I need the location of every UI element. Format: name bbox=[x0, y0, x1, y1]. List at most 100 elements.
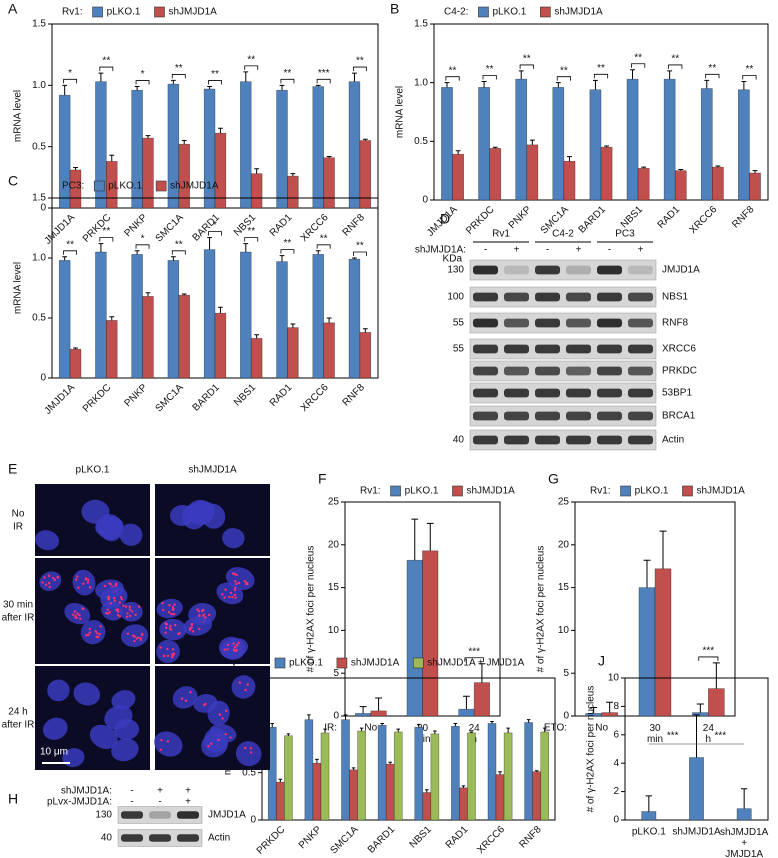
blot-band bbox=[535, 366, 560, 376]
significance-label: ** bbox=[211, 69, 219, 80]
error-bar bbox=[62, 84, 68, 96]
y-tick-label: 1.0 bbox=[32, 80, 46, 91]
significance-bracket bbox=[99, 66, 114, 72]
blot-band bbox=[177, 834, 199, 842]
error-bar bbox=[630, 69, 635, 80]
foci bbox=[161, 601, 164, 605]
error-bar bbox=[518, 70, 524, 80]
bar bbox=[526, 144, 539, 201]
foci bbox=[249, 751, 253, 754]
bar bbox=[355, 713, 372, 717]
y-tick-label: 1.5 bbox=[32, 19, 46, 30]
nucleus bbox=[222, 528, 245, 549]
foci bbox=[162, 654, 166, 658]
significance-label: ** bbox=[708, 63, 716, 74]
cell-line-label: Rv1 bbox=[492, 229, 510, 240]
foci bbox=[76, 612, 79, 615]
foci bbox=[126, 612, 129, 615]
lane-sign: + bbox=[638, 245, 644, 256]
legend-title: Rv1: bbox=[62, 7, 83, 18]
significance-label: ** bbox=[671, 54, 679, 65]
error-bar bbox=[411, 518, 419, 561]
foci bbox=[94, 630, 97, 633]
significance-label: * bbox=[141, 69, 145, 80]
x-tick-label: RAD1 bbox=[444, 824, 471, 851]
error-bar bbox=[359, 706, 367, 714]
blot-band bbox=[566, 292, 591, 302]
y-axis-label: mRNA level bbox=[13, 90, 24, 142]
error-bar bbox=[542, 727, 547, 732]
foci bbox=[210, 742, 213, 745]
error-bar bbox=[109, 316, 115, 321]
nucleus bbox=[47, 679, 70, 702]
blot-band bbox=[628, 411, 653, 421]
nucleus bbox=[119, 523, 143, 546]
foci bbox=[47, 574, 51, 578]
error-bar bbox=[323, 728, 327, 733]
error-bar bbox=[461, 785, 466, 788]
foci bbox=[88, 631, 92, 634]
blot-band bbox=[566, 435, 591, 445]
bar bbox=[370, 710, 387, 717]
error-bar bbox=[218, 306, 223, 314]
foci bbox=[166, 740, 170, 743]
significance-label: ** bbox=[284, 68, 292, 79]
error-bar bbox=[181, 140, 187, 145]
error-bar bbox=[315, 250, 321, 255]
error-bar bbox=[592, 79, 598, 90]
blot-band bbox=[121, 811, 143, 819]
foci bbox=[198, 614, 201, 617]
row-label: No bbox=[12, 509, 25, 520]
cell-line-label: PC3 bbox=[615, 229, 635, 240]
nucleus bbox=[231, 675, 256, 699]
foci bbox=[234, 596, 237, 599]
y-tick-label: 8 bbox=[613, 701, 619, 712]
foci bbox=[244, 746, 247, 750]
error-bar bbox=[492, 146, 498, 149]
significance-label: ** bbox=[320, 233, 328, 244]
x-tick-label: PNKP bbox=[123, 212, 150, 239]
foci bbox=[231, 572, 235, 575]
error-bar bbox=[469, 731, 474, 733]
bar bbox=[503, 732, 513, 821]
foci bbox=[166, 654, 170, 658]
panel-letter: D bbox=[440, 211, 450, 227]
error-bar bbox=[254, 334, 260, 339]
x-tick-label: No bbox=[595, 723, 608, 734]
foci bbox=[87, 633, 90, 636]
blot-band bbox=[566, 318, 591, 328]
foci bbox=[96, 632, 99, 635]
error-bar bbox=[207, 86, 212, 90]
error-bar bbox=[752, 170, 758, 174]
cell-line-label: C4-2 bbox=[552, 229, 574, 240]
blot-band bbox=[597, 292, 622, 302]
foci bbox=[129, 614, 132, 618]
foci bbox=[48, 585, 51, 589]
legend-title: PC3: bbox=[62, 181, 84, 192]
lane-sign: + bbox=[157, 786, 163, 797]
foci bbox=[109, 602, 113, 605]
bar bbox=[708, 688, 725, 717]
foci bbox=[106, 612, 110, 615]
x-tick-label: shJMJD1A + JMJD1A bbox=[720, 827, 769, 858]
blot-band bbox=[628, 318, 653, 328]
row-label: pLvx-JMJD1A: bbox=[47, 797, 112, 808]
foci bbox=[166, 647, 169, 651]
error-bar bbox=[693, 714, 700, 758]
bar bbox=[700, 88, 713, 201]
nucleus bbox=[169, 505, 195, 526]
bar bbox=[467, 732, 476, 821]
bar bbox=[441, 87, 453, 201]
error-bar bbox=[526, 719, 531, 723]
y-tick-label: 1.0 bbox=[414, 77, 428, 88]
bar bbox=[167, 260, 180, 379]
nucleus bbox=[39, 571, 62, 591]
lane-sign: + bbox=[576, 245, 582, 256]
foci bbox=[76, 575, 79, 578]
y-tick-label: 5 bbox=[333, 668, 339, 679]
legend-swatch bbox=[154, 6, 165, 18]
legend-swatch bbox=[620, 485, 631, 497]
foci bbox=[171, 655, 174, 659]
nucleus bbox=[111, 738, 139, 762]
x-tick-label: BARD1 bbox=[191, 212, 223, 244]
